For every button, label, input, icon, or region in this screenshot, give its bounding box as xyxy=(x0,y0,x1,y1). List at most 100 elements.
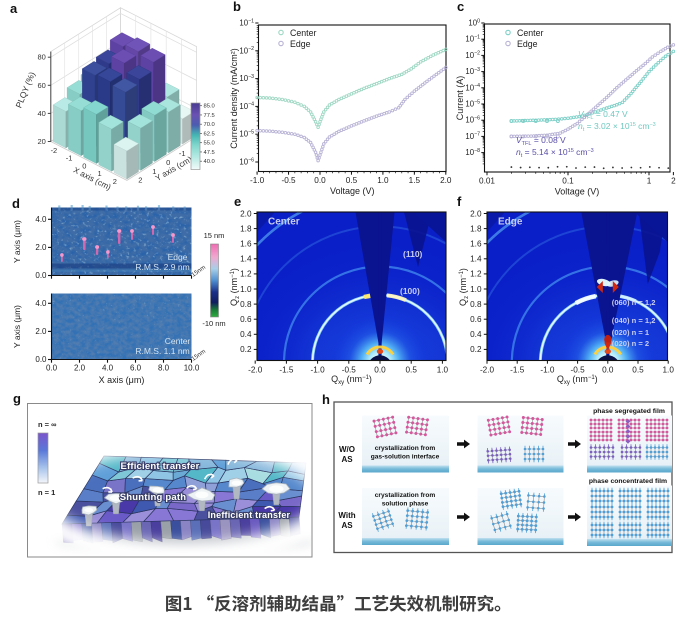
svg-text:0.5: 0.5 xyxy=(406,366,418,375)
svg-text:1.5: 1.5 xyxy=(409,176,421,185)
svg-text:0.5: 0.5 xyxy=(346,176,358,185)
svg-text:0.0: 0.0 xyxy=(35,271,47,280)
svg-text:Voltage (V): Voltage (V) xyxy=(330,186,375,196)
svg-text:0.2: 0.2 xyxy=(240,345,252,354)
svg-text:Edge: Edge xyxy=(498,217,523,228)
svg-text:-0.5: -0.5 xyxy=(342,366,357,375)
svg-text:1.4: 1.4 xyxy=(470,255,482,264)
svg-text:g: g xyxy=(13,391,21,406)
svg-text:4.0: 4.0 xyxy=(102,364,114,373)
svg-text:e: e xyxy=(234,194,241,209)
svg-text:4.0: 4.0 xyxy=(35,215,47,224)
svg-text:phase segregated film: phase segregated film xyxy=(593,408,665,415)
svg-text:phase concentrated film: phase concentrated film xyxy=(589,478,667,485)
svg-text:n = ∞: n = ∞ xyxy=(38,420,56,429)
svg-text:With: With xyxy=(338,511,355,520)
svg-text:85.0: 85.0 xyxy=(204,104,215,110)
svg-text:0.1: 0.1 xyxy=(562,177,574,186)
svg-text:-0.5: -0.5 xyxy=(571,366,586,375)
svg-text:h: h xyxy=(322,392,330,407)
svg-text:0.2: 0.2 xyxy=(470,345,482,354)
svg-text:1: 1 xyxy=(647,177,652,186)
svg-text:(100): (100) xyxy=(400,286,420,296)
svg-text:70.0: 70.0 xyxy=(204,122,215,128)
svg-text:f: f xyxy=(457,194,462,209)
svg-text:-2.0: -2.0 xyxy=(480,366,495,375)
svg-text:Edge: Edge xyxy=(290,39,311,49)
svg-text:6.0: 6.0 xyxy=(130,364,142,373)
svg-text:0.0: 0.0 xyxy=(602,366,614,375)
svg-text:Efficient transfer: Efficient transfer xyxy=(120,461,199,472)
svg-text:2.0: 2.0 xyxy=(440,176,452,185)
svg-text:nt = 3.02 × 1015 cm−3: nt = 3.02 × 1015 cm−3 xyxy=(578,121,656,133)
svg-text:Y axis (μm): Y axis (μm) xyxy=(12,305,22,348)
svg-text:10−6: 10−6 xyxy=(239,157,254,166)
svg-text:10−3: 10−3 xyxy=(239,74,254,83)
svg-text:VTFL = 0.47 V: VTFL = 0.47 V xyxy=(578,109,628,121)
svg-text:0: 0 xyxy=(166,158,170,167)
svg-text:47.5: 47.5 xyxy=(204,150,215,156)
svg-text:-1.0: -1.0 xyxy=(311,366,326,375)
svg-text:20: 20 xyxy=(37,137,45,146)
svg-text:X axis (μm): X axis (μm) xyxy=(99,375,145,385)
svg-text:15 nm: 15 nm xyxy=(204,231,225,240)
svg-text:a: a xyxy=(10,1,18,16)
svg-text:-0.5: -0.5 xyxy=(281,176,296,185)
svg-text:2: 2 xyxy=(138,176,142,185)
svg-text:1.0: 1.0 xyxy=(470,285,482,294)
svg-text:crystallization from: crystallization from xyxy=(375,445,436,452)
svg-text:Edge: Edge xyxy=(168,252,188,262)
svg-text:10−3: 10−3 xyxy=(465,67,480,76)
svg-text:Edge: Edge xyxy=(517,39,538,49)
svg-text:(020) n = 2: (020) n = 2 xyxy=(612,339,649,348)
svg-text:2.0: 2.0 xyxy=(240,209,252,218)
svg-text:gas-solution interface: gas-solution interface xyxy=(371,454,440,461)
svg-text:1.6: 1.6 xyxy=(470,240,482,249)
svg-text:10−6: 10−6 xyxy=(465,116,480,125)
svg-text:1.2: 1.2 xyxy=(470,270,482,279)
svg-text:Shunting path: Shunting path xyxy=(120,492,186,503)
svg-text:Current (A): Current (A) xyxy=(455,76,465,121)
svg-text:40.0: 40.0 xyxy=(204,159,215,165)
svg-text:0.5: 0.5 xyxy=(632,366,644,375)
svg-text:1.4: 1.4 xyxy=(240,255,252,264)
svg-text:c: c xyxy=(457,0,464,14)
svg-text:40: 40 xyxy=(37,109,45,118)
svg-text:0.01: 0.01 xyxy=(479,177,495,186)
svg-text:1.0: 1.0 xyxy=(240,285,252,294)
svg-text:Center: Center xyxy=(165,336,191,346)
svg-text:-1: -1 xyxy=(179,149,186,158)
svg-text:Center: Center xyxy=(290,28,316,38)
svg-text:Y axis (μm): Y axis (μm) xyxy=(12,220,22,263)
svg-text:80: 80 xyxy=(37,53,45,62)
svg-text:1.8: 1.8 xyxy=(470,224,482,233)
svg-text:Center: Center xyxy=(268,217,300,228)
svg-text:2.0: 2.0 xyxy=(35,243,47,252)
svg-text:-2: -2 xyxy=(51,146,58,155)
svg-text:2.0: 2.0 xyxy=(74,364,86,373)
svg-text:(020) n = 1: (020) n = 1 xyxy=(612,328,650,337)
svg-text:0.0: 0.0 xyxy=(374,366,386,375)
svg-text:10−4: 10−4 xyxy=(465,83,480,92)
svg-text:AS: AS xyxy=(341,455,353,464)
svg-text:0.0: 0.0 xyxy=(35,355,47,364)
svg-text:1.0: 1.0 xyxy=(437,366,449,375)
svg-text:0.0: 0.0 xyxy=(314,176,326,185)
svg-text:-1.0: -1.0 xyxy=(540,366,555,375)
svg-text:8.0: 8.0 xyxy=(158,364,170,373)
svg-text:-1: -1 xyxy=(66,154,73,163)
svg-text:1: 1 xyxy=(152,167,156,176)
svg-text:10−5: 10−5 xyxy=(239,130,254,139)
svg-text:1.2: 1.2 xyxy=(240,270,252,279)
svg-text:10−8: 10−8 xyxy=(465,148,480,157)
svg-text:0.0: 0.0 xyxy=(46,364,58,373)
svg-text:0.8: 0.8 xyxy=(470,300,482,309)
svg-text:0.4: 0.4 xyxy=(240,330,252,339)
svg-text:(110): (110) xyxy=(403,249,423,259)
svg-text:(040) n = 1,2: (040) n = 1,2 xyxy=(612,316,656,325)
svg-text:2.0: 2.0 xyxy=(470,209,482,218)
svg-text:1.0: 1.0 xyxy=(663,366,675,375)
svg-text:10−1: 10−1 xyxy=(465,35,480,44)
svg-text:100: 100 xyxy=(468,18,480,27)
svg-text:-10 nm: -10 nm xyxy=(202,319,225,328)
